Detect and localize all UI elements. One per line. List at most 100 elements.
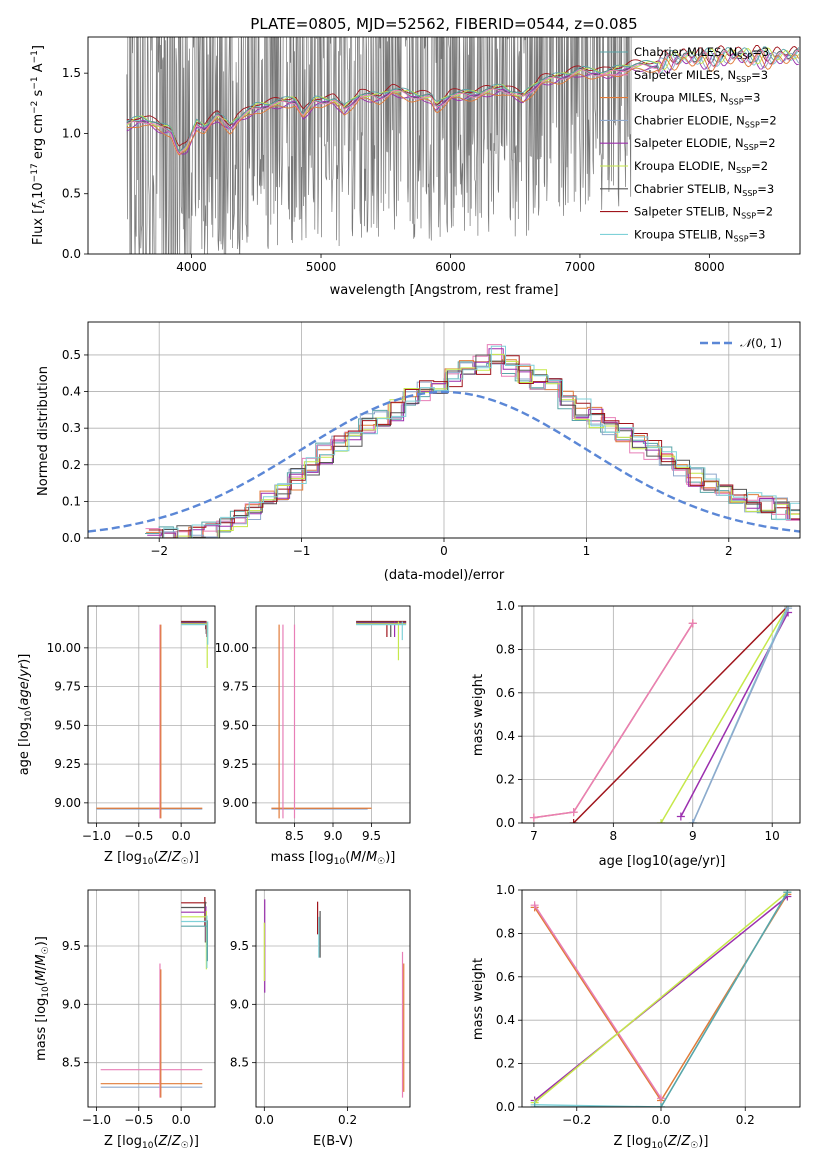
age_vs_mass-plot (271, 620, 407, 819)
weight-line-salpeter_stelib (573, 606, 789, 823)
weight_vs_age-axes: 7 8 9 10 0.0 0.2 0.4 0.6 0.8 1.0 (496, 599, 800, 843)
weight_vs_Z-xtick-label: 0.2 (736, 1113, 755, 1127)
spectrum-legend-label: Chabrier ELODIE, NSSP=2 (634, 113, 777, 129)
residuals-ytick-label: 0.5 (62, 348, 81, 362)
weight-point-kroupa_elodie (657, 819, 665, 823)
age_vs_Z-ytick-label: 9.00 (54, 796, 81, 810)
weight-point-salpeter_miles (530, 901, 539, 910)
hist-legend-label: 𝒩(0, 1) (740, 336, 782, 350)
residuals-ytick-label: 0.1 (62, 494, 81, 508)
age_vs_mass-ytick-label: 9.50 (222, 718, 249, 732)
residuals-ytick-label: 0.3 (62, 421, 81, 435)
weight-point-chabrier_elodie (688, 819, 697, 823)
mass_vs_Z-frame (87, 889, 216, 1108)
residuals-ytick-label: 0.4 (62, 385, 81, 399)
weight-point-salpeter_elodie (676, 812, 685, 821)
spectrum-xtick-label: 8000 (694, 260, 725, 274)
weight_vs_Z-ytick-label: 1.0 (496, 883, 515, 897)
weight-point-salpeter_miles (569, 808, 578, 817)
weight_vs_age-ytick-label: 0.2 (496, 773, 515, 787)
weight-line-salpeter_miles (533, 904, 662, 1099)
age_vs_Z-xtick-label: −1.0 (82, 829, 111, 843)
hist-step-kroupa_elodie (147, 353, 800, 538)
mass_vs_EBV-ytick-label: 8.5 (230, 1056, 249, 1070)
age_vs_mass-xlabel: mass [log10(M/M☉)] (271, 850, 396, 867)
hist-step-salpeter_elodie (147, 348, 800, 538)
mass_vs_EBV-xtick-label: 0.0 (255, 1113, 274, 1127)
mass_vs_EBV-frame (255, 889, 411, 1108)
residuals-xtick-label: 0 (440, 544, 448, 558)
spectrum-legend-label: Kroupa ELODIE, NSSP=2 (634, 159, 768, 175)
spectrum-data-line (126, 37, 632, 254)
weight-point-chabrier_miles (657, 1103, 665, 1107)
weight-line-chabrier_elodie (692, 607, 789, 823)
mass_vs_EBV-xlabel: E(B-V) (313, 1134, 353, 1149)
weight-point-salpeter_stelib (569, 819, 578, 823)
hist-step-kroupa_stelib (149, 345, 800, 538)
age_vs_Z-xlabel: Z [log10(Z/Z☉)] (104, 850, 199, 867)
spectrum-plot (126, 37, 800, 254)
spectrum-xtick-label: 6000 (435, 260, 466, 274)
residuals-ylabel: Normed distribution (36, 366, 51, 496)
hist-step-salpeter_stelib (148, 355, 800, 538)
weight-line-chabrier_miles (534, 891, 789, 1107)
residuals-ytick-label: 0.0 (62, 531, 81, 545)
spectrum-legend-label: Salpeter MILES, NSSP=3 (634, 68, 768, 84)
spectrum-title: PLATE=0805, MJD=52562, FIBERID=0544, z=0… (250, 15, 637, 33)
weight-point-chabrier_miles (530, 1103, 539, 1107)
weight_vs_age-frame (521, 605, 801, 824)
mass_vs_Z-ytick-label: 8.5 (62, 1056, 81, 1070)
age_vs_mass-axes: 8.5 9.0 9.5 9.00 9.25 9.50 9.75 10.00 (215, 606, 410, 843)
age_vs_mass-ytick-label: 9.00 (222, 796, 249, 810)
residuals-xtick-label: 2 (725, 544, 733, 558)
spectrum-xlabel: wavelength [Angstrom, rest frame] (330, 283, 559, 298)
mass_vs_Z-xlabel: Z [log10(Z/Z☉)] (104, 1134, 199, 1151)
weight_vs_Z-ytick-label: 0.6 (496, 970, 515, 984)
residuals-xtick-label: −2 (150, 544, 168, 558)
weight_vs_age-ytick-label: 1.0 (496, 599, 515, 613)
weight_vs_Z-xtick-label: −0.2 (562, 1113, 591, 1127)
weight_vs_age-plot (529, 606, 793, 823)
age_vs_Z-ytick-label: 9.75 (54, 680, 81, 694)
spectrum-model-kroupa_miles (126, 53, 800, 156)
weight_vs_age-ytick-label: 0.0 (496, 816, 515, 830)
weight-age-ylabel: mass weight (471, 674, 486, 756)
spectrum-legend-label: Kroupa STELIB, NSSP=3 (634, 227, 765, 243)
mass_vs_EBV-plot (263, 899, 405, 1098)
residuals-xlabel: (data-model)/error (384, 568, 505, 583)
mass_vs_Z-xtick-label: 0.0 (172, 1113, 191, 1127)
weight_vs_Z-ytick-label: 0.0 (496, 1100, 515, 1114)
weight_vs_Z-xlabel: Z [log10(Z/Z☉)] (614, 1134, 709, 1151)
weight_vs_age-xtick-label: 10 (765, 829, 780, 843)
weight_vs_Z-ytick-label: 0.8 (496, 926, 515, 940)
weight_vs_age-xtick-label: 9 (689, 829, 697, 843)
weight-Z-ylabel: mass weight (471, 958, 486, 1040)
weight_vs_Z-xtick-label: 0.0 (651, 1113, 670, 1127)
age_vs_mass-ytick-label: 9.25 (222, 757, 249, 771)
weight_vs_Z-ytick-label: 0.2 (496, 1057, 515, 1071)
weight_vs_age-ytick-label: 0.8 (496, 642, 515, 656)
spectrum-legend-label: Salpeter STELIB, NSSP=2 (634, 205, 773, 221)
age_vs_Z-ytick-label: 9.25 (54, 757, 81, 771)
age_vs_mass-ytick-label: 10.00 (215, 641, 249, 655)
spectrum-model-chabrier_miles (126, 46, 800, 152)
mass_vs_EBV-ytick-label: 9.0 (230, 997, 249, 1011)
spectrum-model-salpeter_miles (126, 49, 799, 155)
hist-plot (88, 344, 800, 538)
weight_vs_age-ytick-label: 0.6 (496, 686, 515, 700)
residuals-ytick-label: 0.2 (62, 458, 81, 472)
hist-frame (87, 321, 801, 539)
mass_vs_Z-xtick-label: −1.0 (82, 1113, 111, 1127)
spectrum-frame (87, 36, 801, 255)
weight-point-salpeter_miles (529, 813, 538, 822)
weight_vs_age-xtick-label: 8 (610, 829, 618, 843)
weight_vs_Z-ytick-label: 0.4 (496, 1013, 515, 1027)
age_vs_Z-xtick-label: −0.5 (124, 829, 153, 843)
mass_vs_Z-ytick-label: 9.0 (62, 997, 81, 1011)
age_vs_mass-xtick-label: 8.5 (285, 829, 304, 843)
spectrum-ylabel: Flux [fλ10−17 erg cm−2 s−1 A−1] (30, 45, 48, 245)
mass_vs_Z-axes: −1.0 −0.5 0.0 8.5 9.0 9.5 (62, 890, 215, 1127)
age_vs_Z-plot (96, 620, 209, 819)
mass_vs_EBV-xtick-label: 0.2 (338, 1113, 357, 1127)
